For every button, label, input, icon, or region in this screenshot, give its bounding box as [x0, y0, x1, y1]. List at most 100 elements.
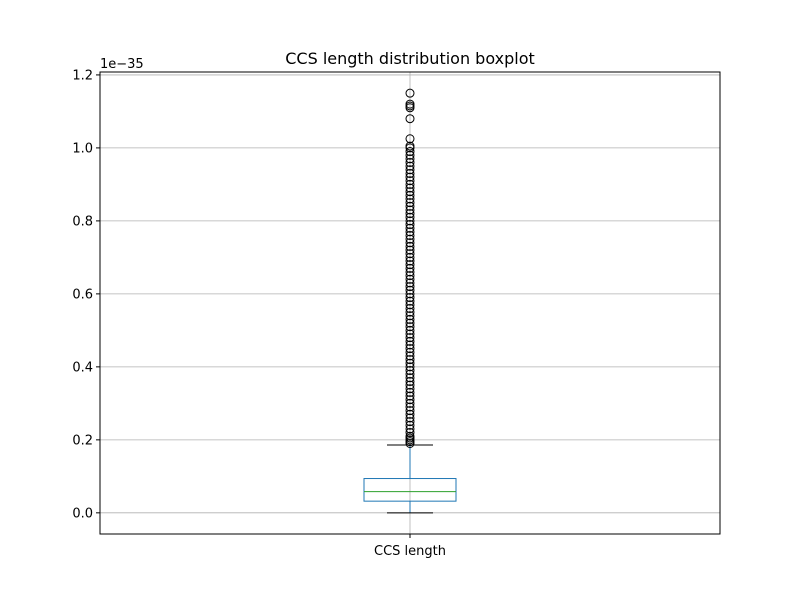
outlier-point [405, 168, 415, 178]
outlier-point [405, 252, 415, 262]
outlier-point [405, 190, 415, 200]
outlier-point [405, 340, 415, 350]
y-axis-offset-text: 1e−35 [100, 57, 144, 72]
outlier-point [405, 209, 415, 219]
outlier-point [405, 355, 415, 365]
outlier-point [405, 413, 415, 423]
outlier-point [405, 194, 415, 204]
outlier-point [405, 147, 415, 157]
outlier-point [405, 220, 415, 230]
outlier-point [405, 223, 415, 233]
outlier-point [405, 230, 415, 240]
outlier-point [405, 366, 415, 376]
outlier-point [405, 406, 415, 416]
outlier-point [405, 311, 415, 321]
outlier-point [405, 387, 415, 397]
outlier-point [405, 296, 415, 306]
outlier-point [405, 333, 415, 343]
outlier-point [405, 376, 415, 386]
outlier-point [405, 380, 415, 390]
outlier-point [405, 172, 415, 182]
outlier-point [405, 289, 415, 299]
outlier-point [405, 216, 415, 226]
outlier-point [405, 150, 415, 160]
outlier-point [405, 158, 415, 168]
axis-layer: 0.0 0.2 0.4 0.6 0.8 1.0 1.2 CCS length [72, 68, 446, 559]
y-tick-label: 0.2 [72, 433, 93, 448]
y-tick-label: 1.2 [72, 68, 93, 83]
box-layer [363, 88, 457, 514]
outlier-point [405, 402, 415, 412]
outlier-point [405, 398, 415, 408]
outlier-point [405, 179, 415, 189]
outlier-point [405, 271, 415, 281]
outlier-point [405, 212, 415, 222]
outlier-point [405, 245, 415, 255]
outlier-point [405, 256, 415, 266]
outlier-point [405, 249, 415, 259]
outlier-point [405, 336, 415, 346]
outlier-point [405, 420, 415, 430]
outlier-point [405, 282, 415, 292]
outlier-point [405, 205, 415, 215]
outlier-point [405, 114, 415, 124]
outlier-point [405, 285, 415, 295]
outlier-point [405, 303, 415, 313]
outlier-point [405, 99, 415, 109]
outlier-point [405, 395, 415, 405]
outlier-point [405, 384, 415, 394]
y-tick-label: 0.4 [72, 360, 93, 375]
outlier-point [405, 351, 415, 361]
outlier-point [405, 198, 415, 208]
outlier-point [405, 154, 415, 164]
outlier-point [405, 300, 415, 310]
outlier-point [405, 347, 415, 357]
y-tick-label: 0.0 [72, 506, 93, 521]
outlier-point [405, 88, 415, 98]
outlier-point [405, 201, 415, 211]
outlier-point [405, 134, 415, 144]
outlier-point [405, 183, 415, 193]
outlier-point [405, 369, 415, 379]
outlier-point [405, 187, 415, 197]
outlier-point [405, 161, 415, 171]
outlier-point [405, 424, 415, 434]
outlier-point [405, 241, 415, 251]
x-tick-label: CCS length [374, 544, 446, 559]
outlier-point [405, 373, 415, 383]
outlier-point [405, 409, 415, 419]
outlier-point [405, 391, 415, 401]
outlier-point [405, 238, 415, 248]
outlier-point [405, 260, 415, 270]
outlier-point [405, 267, 415, 277]
box-group [363, 88, 457, 514]
outlier-point [405, 417, 415, 427]
outlier-point [405, 318, 415, 328]
outlier-point [405, 362, 415, 372]
y-tick-label: 1.0 [72, 141, 93, 156]
outlier-point [405, 263, 415, 273]
y-tick-label: 0.6 [72, 287, 93, 302]
outlier-point [405, 314, 415, 324]
outlier-point [405, 234, 415, 244]
outlier-point [405, 307, 415, 317]
outlier-point [405, 431, 415, 441]
outlier-point [405, 329, 415, 339]
outlier-point [405, 325, 415, 335]
outlier-point [405, 176, 415, 186]
outlier-point [405, 278, 415, 288]
y-tick-label: 0.8 [72, 214, 93, 229]
outlier-point [405, 358, 415, 368]
chart-title: CCS length distribution boxplot [285, 49, 535, 68]
plot-frame [99, 71, 721, 535]
outlier-point [405, 428, 415, 438]
outlier-point [405, 141, 415, 151]
outlier-point [405, 293, 415, 303]
outlier-point [405, 322, 415, 332]
outlier-point [405, 165, 415, 175]
outlier-point [405, 344, 415, 354]
outlier-point [405, 274, 415, 284]
iqr-box [363, 478, 457, 502]
